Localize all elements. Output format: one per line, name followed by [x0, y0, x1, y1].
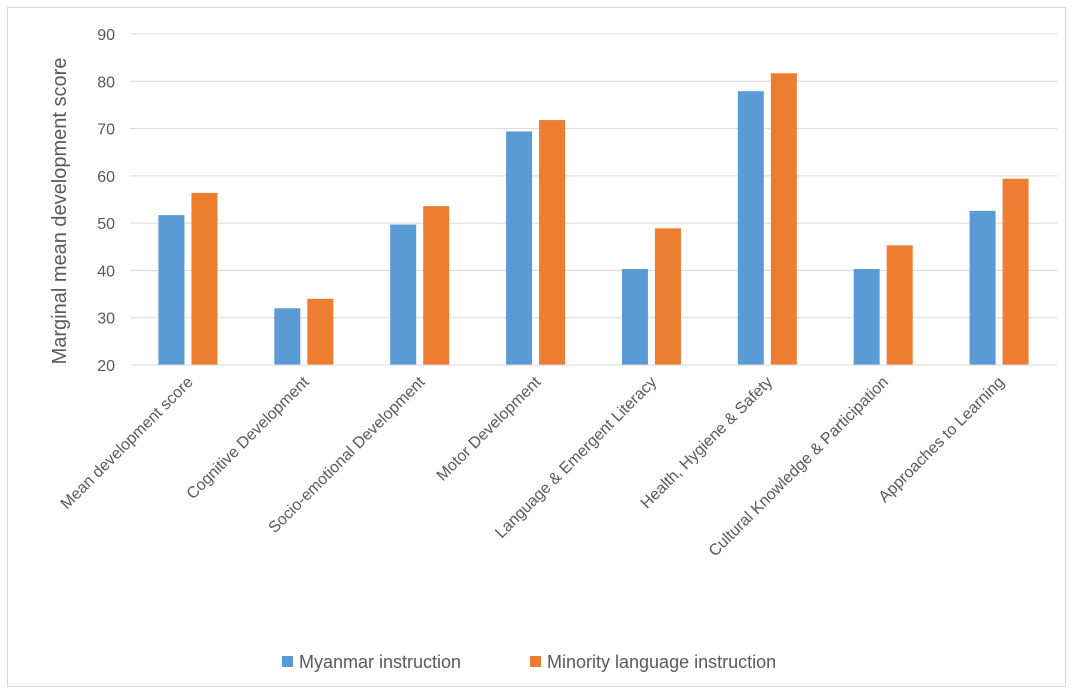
- bar-myanmar-7: [970, 211, 996, 365]
- bar-myanmar-1: [274, 308, 300, 365]
- x-tick-label: Mean development score: [58, 374, 197, 513]
- y-tick-label: 80: [97, 74, 115, 91]
- y-tick-label: 70: [97, 122, 115, 139]
- y-tick-label: 30: [97, 311, 115, 328]
- bar-minority-3: [539, 120, 565, 365]
- x-tick-label: Cognitive Development: [184, 373, 313, 502]
- gridlines: [130, 34, 1057, 318]
- x-tick-label: Approaches to Learning: [876, 374, 1008, 506]
- y-tick-label: 20: [97, 358, 115, 375]
- bar-myanmar-6: [854, 269, 880, 365]
- legend: Myanmar instruction Minority language ins…: [282, 652, 776, 672]
- bar-myanmar-5: [738, 91, 764, 365]
- y-tick-label: 60: [97, 169, 115, 186]
- bar-myanmar-4: [622, 269, 648, 365]
- bar-myanmar-3: [506, 131, 532, 365]
- y-axis-label: Marginal mean development score: [49, 58, 71, 365]
- x-tick-label: Health, Hygiene & Safety: [638, 374, 776, 512]
- y-tick-label: 40: [97, 263, 115, 280]
- legend-label: Myanmar instruction: [299, 652, 461, 672]
- x-tick-label: Motor Development: [434, 373, 545, 484]
- bar-myanmar-0: [158, 215, 184, 365]
- bar-minority-5: [771, 73, 797, 365]
- bars: [158, 73, 1028, 365]
- y-tick-label: 90: [97, 27, 115, 44]
- bar-minority-7: [1003, 179, 1029, 365]
- x-tick-label: Cultural Knowledge & Participation: [706, 374, 892, 560]
- bar-myanmar-2: [390, 225, 416, 365]
- bar-minority-4: [655, 228, 681, 365]
- y-tick-label: 50: [97, 216, 115, 233]
- bar-minority-6: [887, 245, 913, 365]
- bar-minority-1: [307, 299, 333, 365]
- legend-swatch: [530, 656, 541, 667]
- bar-minority-2: [423, 206, 449, 365]
- y-axis-ticks: 20 30 40 50 60 70 80 90: [97, 27, 115, 375]
- legend-label: Minority language instruction: [547, 652, 776, 672]
- legend-swatch: [282, 656, 293, 667]
- bar-minority-0: [191, 193, 217, 365]
